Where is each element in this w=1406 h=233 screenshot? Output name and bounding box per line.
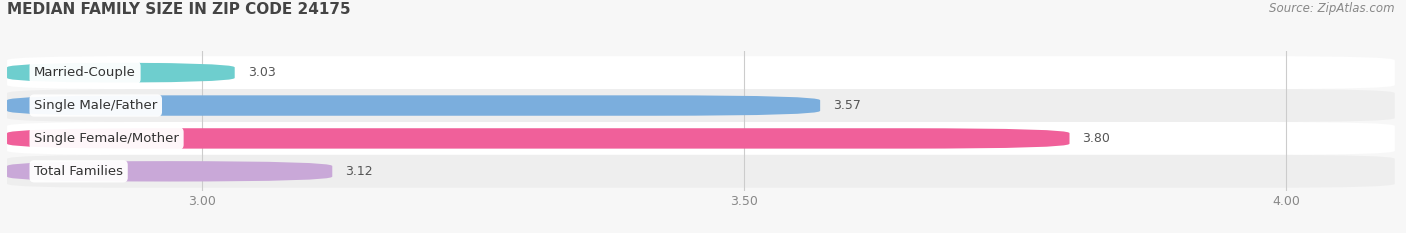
- Text: MEDIAN FAMILY SIZE IN ZIP CODE 24175: MEDIAN FAMILY SIZE IN ZIP CODE 24175: [7, 2, 350, 17]
- Text: Source: ZipAtlas.com: Source: ZipAtlas.com: [1270, 2, 1395, 15]
- FancyBboxPatch shape: [7, 161, 332, 182]
- Text: 3.12: 3.12: [346, 165, 373, 178]
- FancyBboxPatch shape: [7, 95, 820, 116]
- Text: Married-Couple: Married-Couple: [34, 66, 136, 79]
- FancyBboxPatch shape: [7, 122, 1395, 155]
- FancyBboxPatch shape: [7, 89, 1395, 122]
- Text: Single Male/Father: Single Male/Father: [34, 99, 157, 112]
- FancyBboxPatch shape: [7, 128, 1070, 149]
- Text: Total Families: Total Families: [34, 165, 124, 178]
- Text: 3.57: 3.57: [834, 99, 860, 112]
- Text: 3.03: 3.03: [247, 66, 276, 79]
- FancyBboxPatch shape: [7, 56, 1395, 89]
- FancyBboxPatch shape: [7, 155, 1395, 188]
- Text: 3.80: 3.80: [1083, 132, 1111, 145]
- FancyBboxPatch shape: [7, 62, 235, 83]
- Text: Single Female/Mother: Single Female/Mother: [34, 132, 179, 145]
